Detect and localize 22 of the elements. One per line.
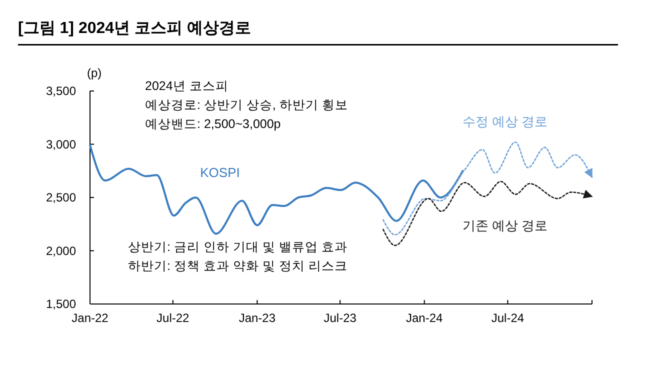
y-tick-label: 3,500	[46, 84, 76, 98]
annotation: 예상밴드: 2,500~3,000p	[145, 117, 281, 131]
line-series	[89, 144, 464, 235]
x-tick-label: Jan-24	[406, 311, 444, 325]
annotation: 예상경로: 상반기 상승, 하반기 횡보	[145, 98, 348, 112]
annotation: 하반기: 정책 효과 약화 및 정치 리스크	[128, 259, 348, 273]
x-tick-label: Jan-23	[238, 311, 276, 325]
annotation: 2024년 코스피	[145, 79, 228, 93]
series-label: KOSPI	[200, 165, 240, 180]
x-tick-label: Jan-22	[72, 311, 109, 325]
x-tick-label: Jul-23	[324, 311, 357, 325]
annotation: 상반기: 금리 인하 기대 및 밸류업 효과	[128, 240, 348, 254]
y-axis-title: (p)	[87, 66, 102, 80]
x-tick-label: Jul-24	[491, 311, 524, 325]
chart-title: [그림 1] 2024년 코스피 예상경로	[18, 20, 251, 37]
y-tick-label: 3,000	[46, 137, 76, 152]
y-tick-label: 2,500	[46, 190, 76, 204]
y-tick-label: 1,500	[46, 297, 76, 311]
series-label: 기존 예상 경로	[462, 218, 548, 233]
series-label: 수정 예상 경로	[462, 114, 548, 129]
x-tick-label: Jul-22	[156, 311, 190, 325]
y-tick-label: 2,000	[46, 244, 76, 258]
